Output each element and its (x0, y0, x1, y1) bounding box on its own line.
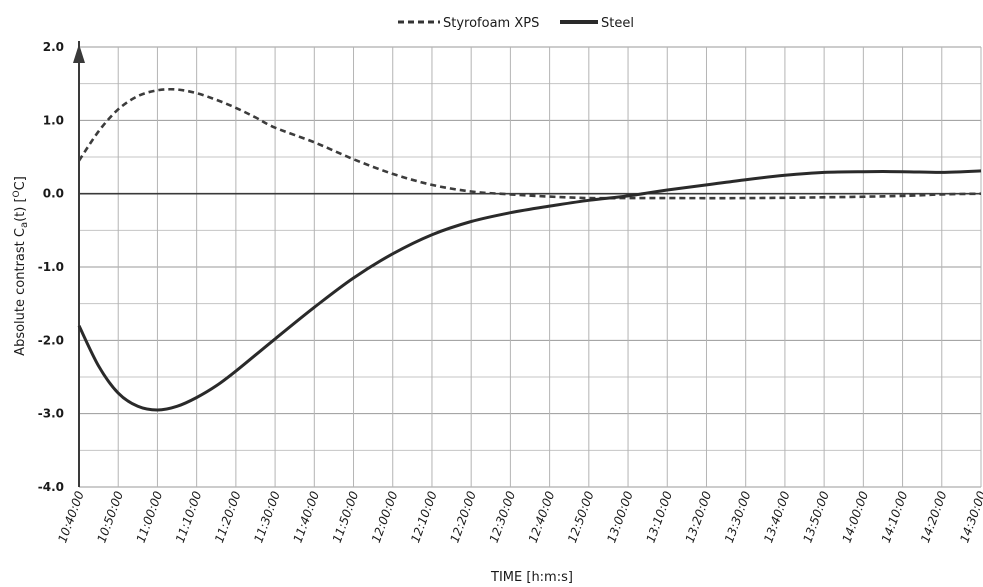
x-tick-labels: 10:40:00 10:50:00 11:00:00 11:10:00 11:20:00… (55, 489, 983, 545)
x-tick-label: 10:50:00 (94, 489, 126, 545)
x-tick-label: 13:30:00 (722, 489, 754, 545)
series-line-styrofoam-xps (77, 87, 982, 200)
legend: Styrofoam XPS Steel (398, 16, 634, 31)
x-tick-label: 12:20:00 (447, 489, 479, 545)
x-tick-label: 14:00:00 (840, 489, 872, 545)
x-tick-label: 10:40:00 (55, 489, 87, 545)
gridlines (78, 46, 982, 488)
x-tick-label: 11:30:00 (251, 489, 283, 545)
y-tick-label: -3.0 (38, 407, 64, 421)
y-tick-label: 2.0 (43, 40, 64, 54)
x-axis-title: TIME [h:m:s] (490, 570, 573, 585)
x-tick-label: 13:50:00 (800, 489, 832, 545)
x-tick-label: 13:20:00 (683, 489, 715, 545)
x-tick-label: 12:00:00 (369, 489, 401, 545)
x-tick-label: 14:30:00 (957, 489, 983, 545)
y-axis-title: Absolute contrast Ca(t) [OC] (12, 176, 30, 356)
x-tick-label: 14:20:00 (918, 489, 950, 545)
x-tick-label: 12:40:00 (526, 489, 558, 545)
series-line-steel (77, 169, 982, 412)
x-tick-label: 12:30:00 (487, 489, 519, 545)
x-tick-label: 12:10:00 (408, 489, 440, 545)
x-tick-label: 13:40:00 (761, 489, 793, 545)
series-lines (77, 87, 982, 412)
y-axis-arrow (73, 44, 85, 63)
legend-label-steel: Steel (601, 16, 634, 31)
y-tick-label: -2.0 (38, 333, 64, 347)
x-tick-label: 11:50:00 (330, 489, 362, 545)
x-tick-label: 13:10:00 (643, 489, 675, 545)
x-tick-label: 11:20:00 (212, 489, 244, 545)
x-tick-label: 11:00:00 (134, 489, 166, 545)
axes (73, 41, 981, 487)
x-tick-label: 11:40:00 (291, 489, 323, 545)
y-tick-label: -4.0 (38, 480, 64, 494)
x-tick-label: 12:50:00 (565, 489, 597, 545)
y-tick-label: 0.0 (43, 187, 64, 201)
y-tick-label: -1.0 (38, 260, 64, 274)
x-tick-label: 13:00:00 (604, 489, 636, 545)
y-tick-labels: 2.0 1.0 0.0 -1.0 -2.0 -3.0 -4.0 (38, 40, 64, 494)
y-tick-label: 1.0 (43, 113, 64, 127)
x-tick-label: 11:10:00 (173, 489, 205, 545)
legend-label-styrofoam: Styrofoam XPS (443, 16, 539, 31)
x-tick-label: 14:10:00 (879, 489, 911, 545)
